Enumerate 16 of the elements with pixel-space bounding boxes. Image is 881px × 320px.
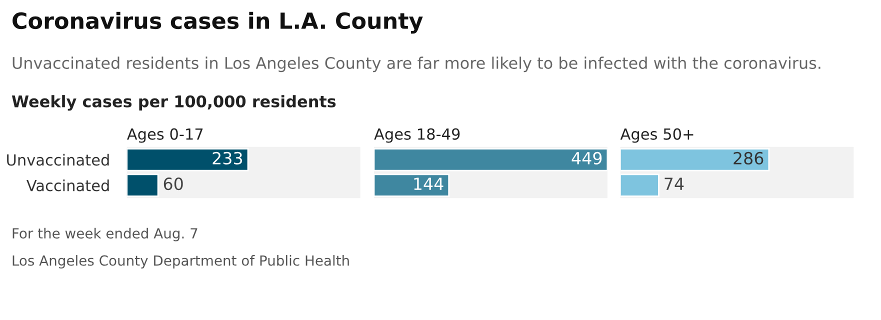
- data-label: 286: [734, 152, 764, 165]
- text: Unvaccinated residents in Los Angeles County are far more likely to be infected with the coronavirus.: [12, 56, 820, 72]
- x-axis-title: Ages 18-49: [374, 128, 460, 143]
- y-tick-label: Unvaccinated: [7, 154, 109, 166]
- chart-title: Coronavirus cases in L.A. County: [12, 12, 423, 34]
- text: Weekly cases per 100,000 residents: [12, 95, 336, 111]
- data-label: 144: [414, 178, 444, 190]
- y-tick-label: Vaccinated: [26, 179, 109, 192]
- data-label: 233: [212, 152, 242, 165]
- text: Los Angeles County Department of Public Health: [12, 255, 349, 268]
- x-axis-title: Ages 0-17: [126, 128, 203, 143]
- data-label: 449: [572, 152, 602, 165]
- data-label: 74: [664, 178, 684, 190]
- x-axis-title: Ages 50+: [620, 128, 694, 143]
- data-label: 60: [164, 178, 183, 190]
- text: For the week ended Aug. 7: [12, 228, 198, 242]
